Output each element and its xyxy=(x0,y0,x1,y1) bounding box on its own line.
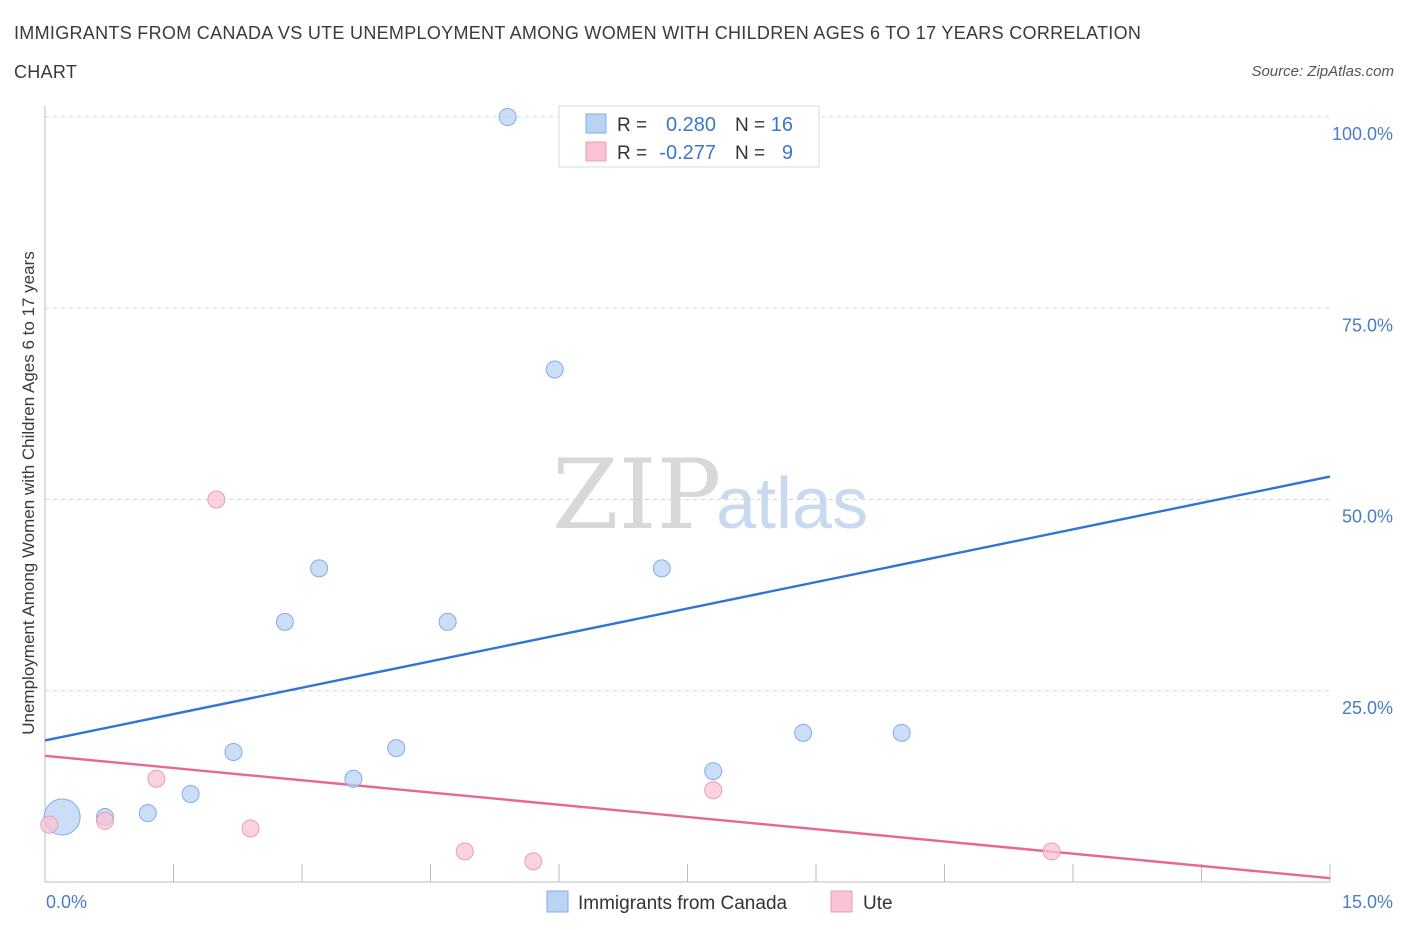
data-point-canada xyxy=(794,723,813,742)
data-point-ute xyxy=(207,490,226,509)
data-point-ute xyxy=(95,811,114,830)
legend-n-label-canada: N = xyxy=(735,115,765,136)
data-point-canada xyxy=(275,612,294,631)
x-tick-label-min: 0.0% xyxy=(46,892,87,912)
data-point-ute xyxy=(40,815,59,834)
legend-swatch-canada xyxy=(585,113,607,134)
data-point-canada xyxy=(892,723,911,742)
x-tick-labels: 0.0% 15.0% xyxy=(46,892,1393,912)
data-point-ute xyxy=(147,769,166,788)
y-axis-label: Unemployment Among Women with Children A… xyxy=(19,251,38,735)
trend-line-ute xyxy=(44,754,1331,880)
data-point-canada xyxy=(387,739,406,758)
data-point-ute xyxy=(241,819,260,838)
trend-lines xyxy=(44,475,1331,880)
chart-title-line-1: IMMIGRANTS FROM CANADA VS UTE UNEMPLOYME… xyxy=(14,23,1141,43)
data-point-canada xyxy=(224,742,243,761)
data-point-canada xyxy=(344,769,363,788)
y-tick-label: 75.0% xyxy=(1342,315,1393,335)
data-point-canada xyxy=(438,612,457,631)
data-point-ute xyxy=(455,842,474,861)
bottom-legend-swatch-canada xyxy=(546,890,569,913)
bottom-legend-label-canada: Immigrants from Canada xyxy=(578,893,788,914)
data-point-ute xyxy=(524,852,543,871)
series-legend: Immigrants from Canada Ute xyxy=(546,890,893,914)
grid-lines xyxy=(45,116,1330,692)
bottom-legend-swatch-ute xyxy=(830,890,853,913)
data-point-canada xyxy=(181,785,200,804)
data-point-canada xyxy=(652,559,671,578)
data-point-ute xyxy=(1042,842,1061,861)
legend-r-value-canada: 0.280 xyxy=(666,114,716,136)
y-tick-labels: 25.0% 50.0% 75.0% 100.0% xyxy=(1332,124,1393,718)
legend-n-label-ute: N = xyxy=(735,143,765,164)
data-point-canada xyxy=(545,360,564,379)
data-point-ute xyxy=(704,781,723,800)
y-tick-label: 25.0% xyxy=(1342,698,1393,718)
chart-title-line-2: CHART xyxy=(14,62,77,82)
legend-n-value-ute: 9 xyxy=(782,142,793,164)
legend-r-label-ute: R = xyxy=(617,143,647,164)
watermark-atlas: atlas xyxy=(716,464,868,544)
y-tick-label: 50.0% xyxy=(1342,507,1393,527)
data-point-canada xyxy=(704,762,723,781)
watermark-zip: ZIP xyxy=(552,439,721,551)
legend-r-label-canada: R = xyxy=(617,115,647,136)
legend-swatch-ute xyxy=(585,141,607,162)
y-tick-label: 100.0% xyxy=(1332,124,1393,144)
x-tick-label-max: 15.0% xyxy=(1342,892,1393,912)
data-point-canada xyxy=(138,804,157,823)
data-points xyxy=(40,108,1061,871)
legend-r-value-ute: -0.277 xyxy=(659,142,716,164)
source-credit: Source: ZipAtlas.com xyxy=(1251,63,1394,80)
data-point-canada xyxy=(310,559,329,578)
trend-line-canada xyxy=(44,475,1331,742)
stats-legend: R = 0.280 N = 16 R = -0.277 N = 9 xyxy=(558,105,820,168)
bottom-legend-label-ute: Ute xyxy=(863,893,893,914)
data-point-canada xyxy=(498,108,517,126)
legend-n-value-canada: 16 xyxy=(771,114,793,136)
